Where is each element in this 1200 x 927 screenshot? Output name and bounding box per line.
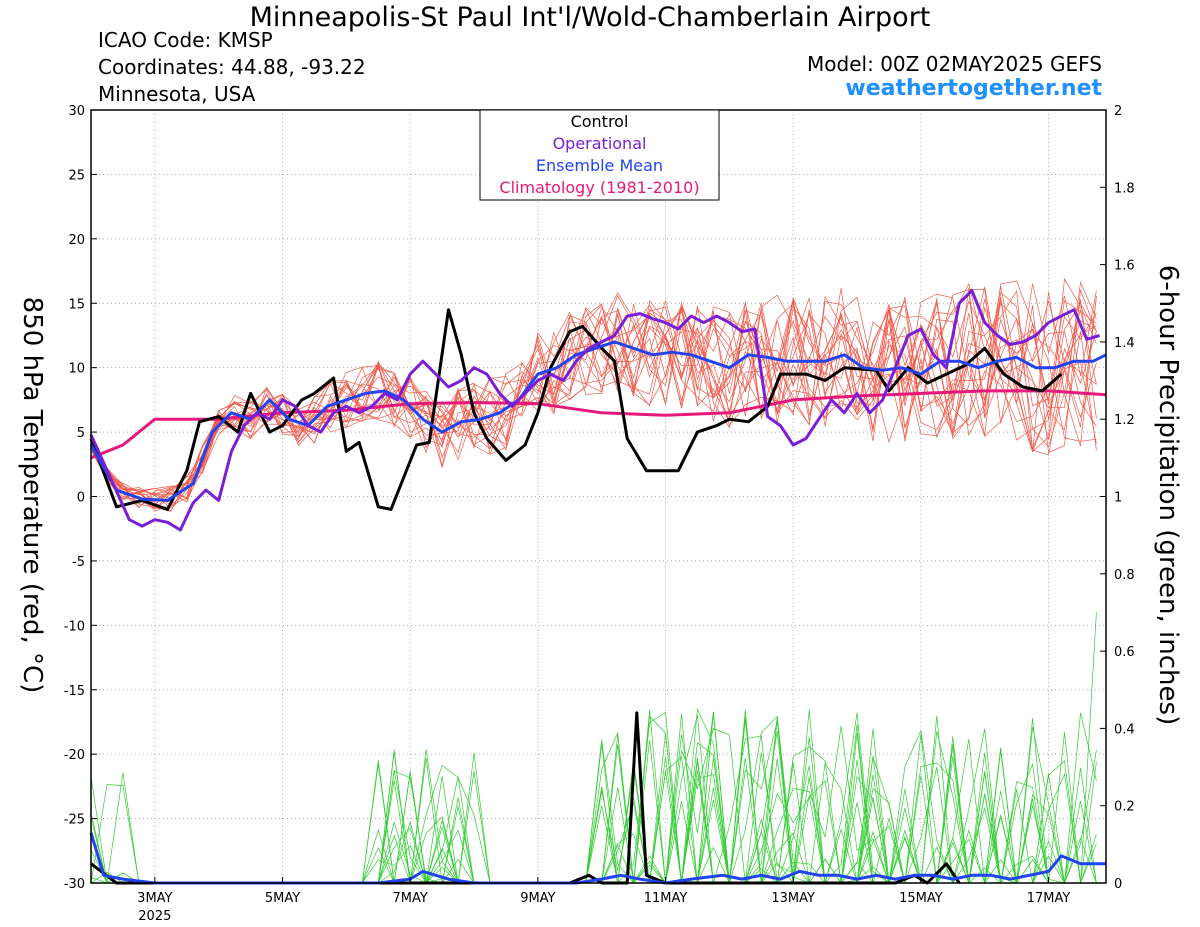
y2-tick-label: 0.2 (1114, 800, 1135, 815)
x-tick-label: 5MAY (265, 891, 300, 906)
legend-box (479, 109, 720, 201)
y2-tick-label: 1.6 (1114, 259, 1135, 274)
climatology-1981-2010-temp-line (90, 389, 1107, 460)
x-tick-label: 3MAY (137, 891, 172, 906)
site-name: weathertogether.net (845, 76, 1102, 101)
y2-tick-label: 0.6 (1114, 645, 1135, 660)
y2-tick-label: 1.8 (1114, 181, 1135, 196)
model-run: Model: 00Z 02MAY2025 GEFS (807, 52, 1102, 76)
temp-member-line (90, 286, 1097, 496)
y-tick-label: 20 (68, 233, 85, 248)
temp-member-line (90, 280, 1097, 506)
control-temp-line (89, 308, 1063, 511)
x-tick-year: 2025 (138, 909, 171, 924)
operational-temp-line (89, 288, 1101, 532)
y-tick-label: 25 (68, 168, 85, 183)
control-precip-line (90, 711, 961, 885)
ensemble-members (90, 277, 1097, 885)
x-tick-label: 13MAY (771, 891, 815, 906)
y2-tick-label: 1.2 (1114, 413, 1135, 428)
legend: Control Operational Ensemble Mean Climatolo… (479, 109, 720, 201)
legend-entry: Control (571, 112, 629, 131)
y2-tick-label: 0 (1114, 877, 1122, 892)
precip-member-line (90, 709, 1097, 884)
region: Minnesota, USA (98, 82, 256, 106)
y2-tick-label: 2 (1114, 104, 1122, 119)
axes: 302520151050-5-10-15-20-25-303MAY20255MA… (64, 104, 1135, 924)
y2-tick-label: 1.4 (1114, 336, 1135, 351)
y-tick-label: 10 (68, 362, 85, 377)
y-tick-label: -20 (64, 748, 85, 763)
legend-entry: Climatology (1981-2010) (499, 178, 699, 197)
y-tick-label: 30 (68, 104, 85, 119)
y-tick-label: 15 (68, 297, 85, 312)
legend-entry: Operational (553, 134, 647, 153)
legend-entry: Ensemble Mean (536, 156, 663, 175)
y2-tick-label: 0.4 (1114, 722, 1135, 737)
y-tick-label: -5 (72, 555, 85, 570)
temp-member-line (90, 299, 1097, 506)
y-tick-label: 0 (77, 491, 85, 506)
y-tick-label: -10 (64, 619, 85, 634)
y-tick-label: -15 (64, 684, 85, 699)
x-tick-label: 15MAY (899, 891, 943, 906)
ensemble-mean-precip-line (89, 832, 1106, 885)
x-tick-label: 9MAY (520, 891, 555, 906)
coordinates: Coordinates: 44.88, -93.22 (98, 55, 366, 79)
y-tick-label: -30 (64, 877, 85, 892)
x-tick-label: 11MAY (644, 891, 688, 906)
y-tick-label: 5 (77, 426, 85, 441)
grid (91, 110, 1106, 883)
precip-member-line (91, 709, 1097, 884)
y2-tick-label: 1 (1114, 491, 1122, 506)
temp-member-line (90, 291, 1097, 510)
y-tick-label: -25 (64, 813, 85, 828)
series-lines (89, 288, 1107, 885)
x-tick-label: 7MAY (393, 891, 428, 906)
precip-member-line (90, 612, 1097, 884)
icao-code: ICAO Code: KMSP (98, 28, 273, 52)
x-tick-label: 17MAY (1027, 891, 1071, 906)
y2-tick-label: 0.8 (1114, 568, 1135, 583)
precip-member-line (91, 707, 1097, 884)
chart-title: Minneapolis-St Paul Int'l/Wold-Chamberla… (249, 2, 931, 33)
